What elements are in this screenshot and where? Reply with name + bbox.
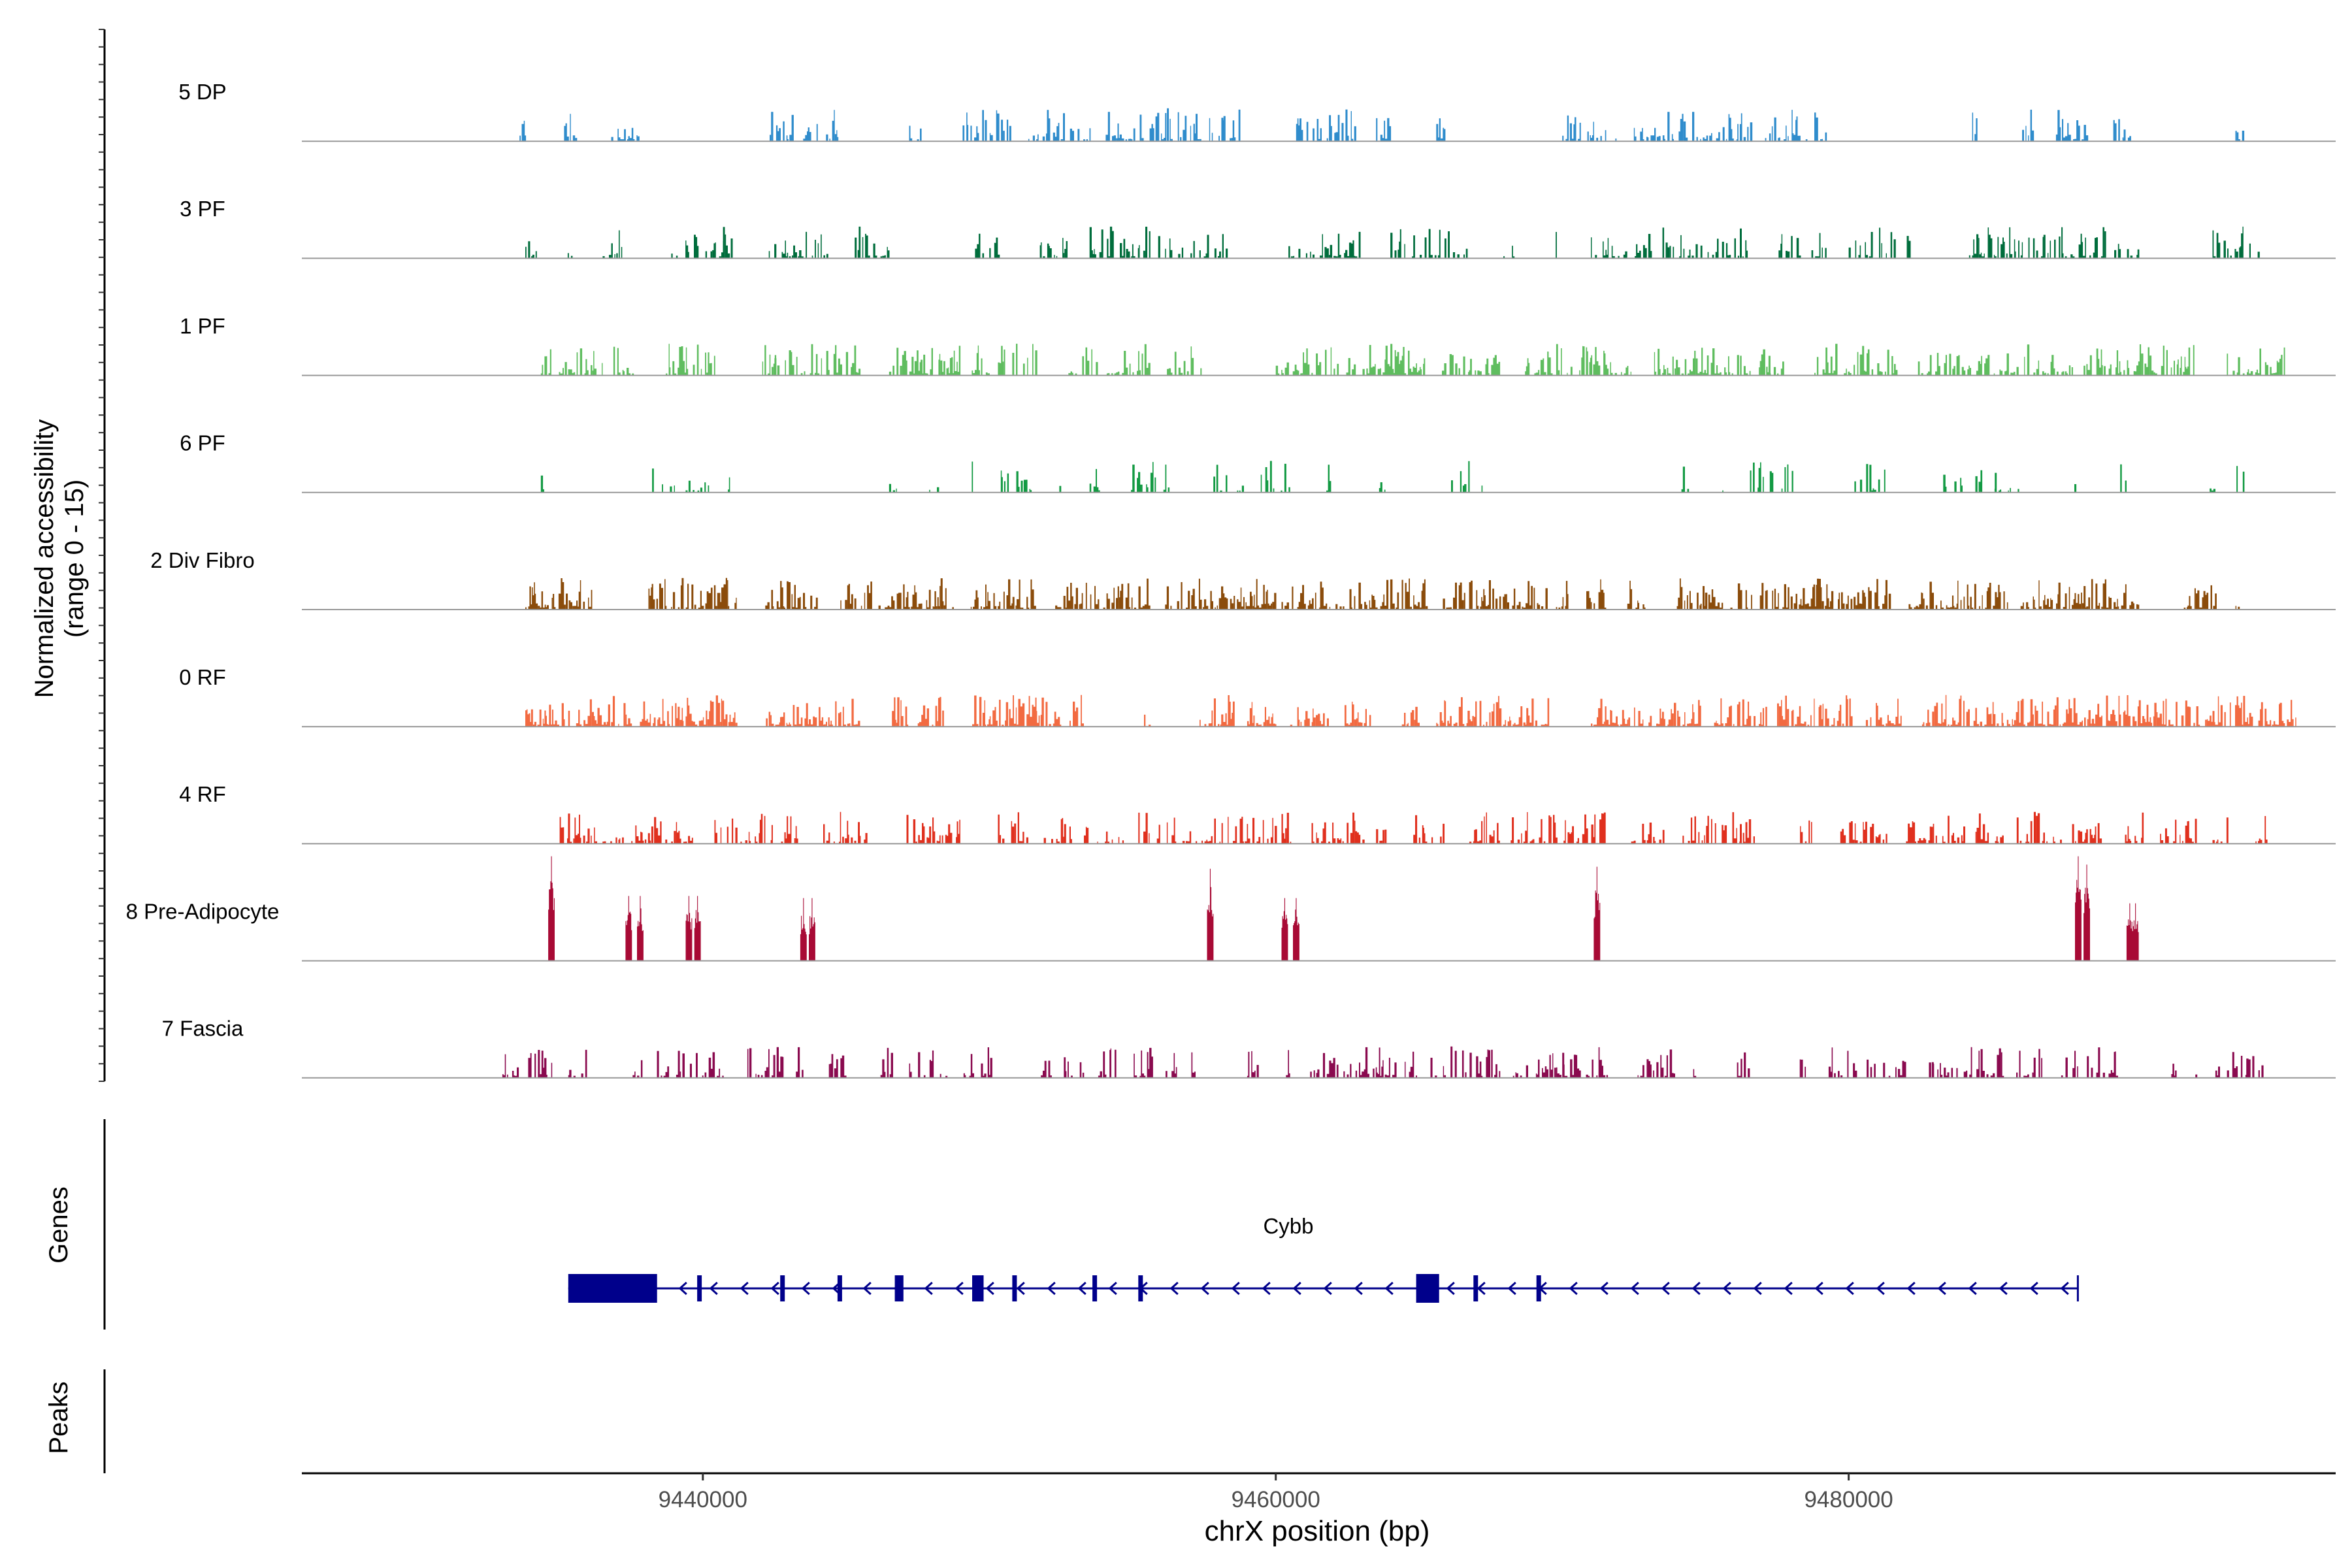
track-8-pre-adipocyte: 8 Pre-Adipocyte bbox=[126, 856, 2336, 962]
strand-arrow bbox=[1845, 1281, 1854, 1296]
gene-annotation-panel bbox=[103, 1119, 2079, 1330]
coverage-area bbox=[525, 694, 2296, 727]
accessibility-y-axis bbox=[99, 29, 106, 1082]
gene-name-label: Cybb bbox=[1263, 1214, 1313, 1238]
strand-arrow bbox=[1661, 1281, 1670, 1296]
y-axis-title: Normalized accessibility bbox=[30, 419, 59, 698]
track-6-pf: 6 PF bbox=[180, 431, 2336, 493]
genomic-x-axis: 9440000 9460000 9480000 bbox=[302, 1472, 2336, 1512]
strand-arrow bbox=[770, 1281, 779, 1296]
strand-arrow bbox=[1906, 1281, 1916, 1296]
coverage-area bbox=[525, 578, 2240, 610]
gene-exon bbox=[1473, 1275, 1478, 1301]
track-7-fascia: 7 Fascia bbox=[162, 1017, 2336, 1079]
track-label: 0 RF bbox=[179, 665, 226, 689]
strand-arrow bbox=[985, 1281, 994, 1296]
strand-arrow bbox=[1599, 1281, 1609, 1296]
track-2-div-fibro: 2 Div Fibro bbox=[150, 548, 2336, 610]
strand-arrow bbox=[1507, 1281, 1516, 1296]
track-0-rf: 0 RF bbox=[179, 665, 2336, 728]
strand-arrow bbox=[1876, 1281, 1885, 1296]
track-4-rf: 4 RF bbox=[179, 782, 2336, 845]
strand-arrow bbox=[1354, 1281, 1363, 1296]
gene-exon bbox=[972, 1275, 984, 1301]
gene-exon bbox=[780, 1275, 785, 1301]
strand-arrow bbox=[1477, 1281, 1486, 1296]
gene-exon bbox=[1012, 1275, 1017, 1301]
coverage-area bbox=[559, 811, 2268, 844]
strand-arrow bbox=[2029, 1281, 2038, 1296]
track-label: 3 PF bbox=[180, 197, 225, 221]
track-label: 7 Fascia bbox=[162, 1017, 244, 1041]
track-label: 1 PF bbox=[180, 314, 225, 338]
strand-arrow bbox=[1569, 1281, 1578, 1296]
strand-arrow bbox=[1292, 1281, 1301, 1296]
strand-arrow bbox=[1047, 1281, 1056, 1296]
coverage-tracks: 5 DP 3 PF 1 PF 6 PF 2 Div Fibro 0 RF 4 RF 8 Pre… bbox=[126, 80, 2336, 1079]
strand-arrow bbox=[1108, 1281, 1117, 1296]
strand-arrow bbox=[1200, 1281, 1209, 1296]
strand-arrow bbox=[1016, 1281, 1025, 1296]
track-label: 4 RF bbox=[179, 782, 226, 806]
gene-exon bbox=[1416, 1274, 1439, 1303]
strand-arrow bbox=[1999, 1281, 2008, 1296]
gene-exon bbox=[568, 1274, 657, 1303]
gene-exon bbox=[697, 1275, 702, 1301]
coverage-area bbox=[540, 344, 2285, 376]
x-axis-title: chrX position (bp) bbox=[1205, 1515, 1430, 1547]
coverage-area bbox=[502, 1046, 2264, 1078]
track-label: 8 Pre-Adipocyte bbox=[126, 899, 280, 923]
strand-arrow bbox=[1722, 1281, 1731, 1296]
gene-exon bbox=[894, 1275, 904, 1301]
strand-arrow bbox=[1262, 1281, 1271, 1296]
strand-arrow bbox=[1384, 1281, 1394, 1296]
strand-arrow bbox=[1323, 1281, 1332, 1296]
strand-arrow bbox=[1814, 1281, 1823, 1296]
strand-arrow bbox=[924, 1281, 933, 1296]
track-label: 5 DP bbox=[178, 80, 226, 104]
x-tick-label: 9460000 bbox=[1232, 1487, 1320, 1512]
gene-exon bbox=[1138, 1275, 1143, 1301]
strand-arrow bbox=[709, 1281, 718, 1296]
strand-arrow bbox=[1231, 1281, 1240, 1296]
strand-arrow bbox=[955, 1281, 964, 1296]
coverage-area bbox=[519, 108, 2245, 142]
strand-arrow bbox=[1169, 1281, 1179, 1296]
strand-arrow bbox=[1691, 1281, 1701, 1296]
gene-exon bbox=[1092, 1275, 1098, 1301]
x-tick-label: 9480000 bbox=[1804, 1487, 1893, 1512]
coverage-area bbox=[540, 461, 2245, 493]
strand-arrow bbox=[801, 1281, 810, 1296]
strand-arrow bbox=[1937, 1281, 1946, 1296]
genes-panel-label: Genes bbox=[44, 1186, 73, 1264]
track-label: 2 Div Fibro bbox=[150, 548, 255, 572]
track-1-pf: 1 PF bbox=[180, 314, 2336, 376]
strand-arrow bbox=[678, 1281, 687, 1296]
track-label: 6 PF bbox=[180, 431, 225, 455]
track-3-pf: 3 PF bbox=[180, 197, 2336, 259]
gene-exon bbox=[837, 1275, 842, 1301]
strand-arrow bbox=[1784, 1281, 1793, 1296]
strand-arrow bbox=[1446, 1281, 1455, 1296]
x-tick-label: 9440000 bbox=[659, 1487, 747, 1512]
strand-arrow bbox=[1753, 1281, 1762, 1296]
strand-arrow bbox=[2060, 1281, 2069, 1296]
track-5-dp: 5 DP bbox=[178, 80, 2336, 142]
strand-arrow bbox=[1077, 1281, 1086, 1296]
strand-arrow bbox=[740, 1281, 749, 1296]
gene-exon bbox=[1536, 1275, 1541, 1301]
strand-arrow bbox=[1968, 1281, 1977, 1296]
strand-arrow bbox=[1630, 1281, 1639, 1296]
coverage-area bbox=[548, 856, 2139, 961]
peaks-panel-label: Peaks bbox=[44, 1381, 73, 1454]
y-axis-range: (range 0 - 15) bbox=[60, 480, 89, 638]
coverage-area bbox=[525, 226, 2260, 259]
strand-arrow bbox=[862, 1281, 872, 1296]
